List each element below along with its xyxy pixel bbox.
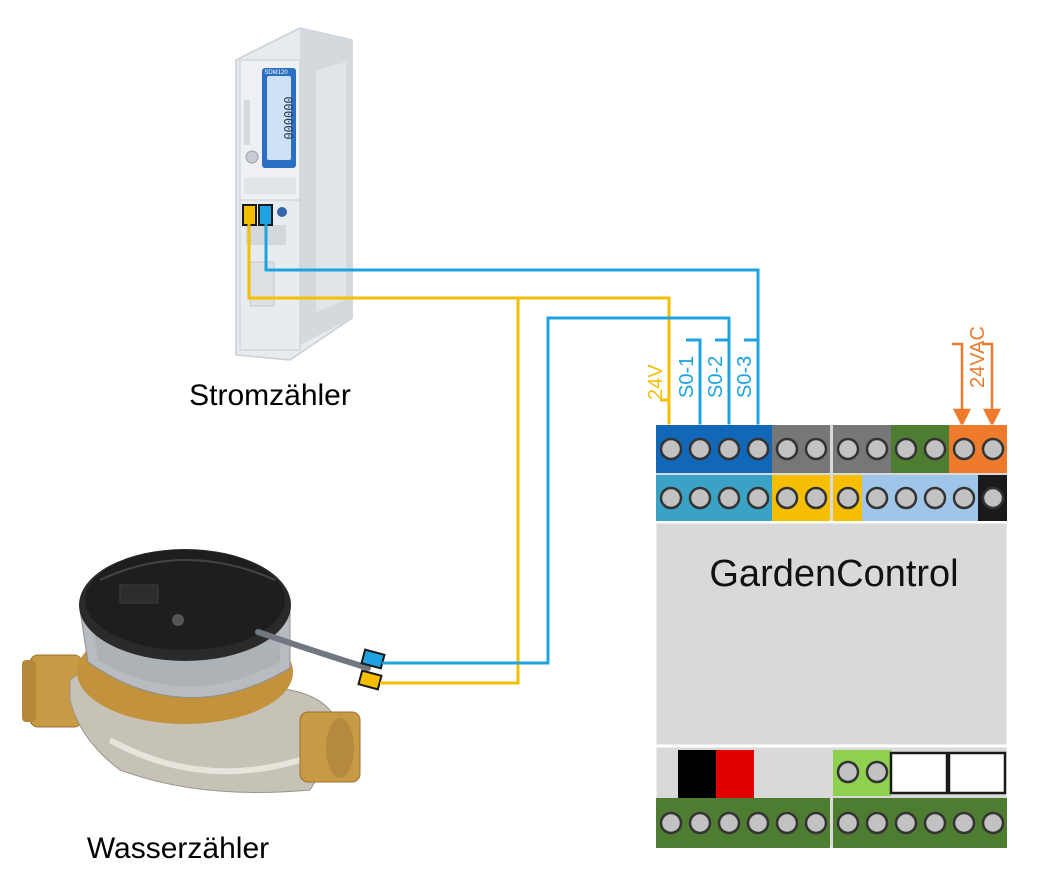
label-s0-1: S0-1 — [676, 356, 698, 398]
gardencontrol-unit: GardenControl — [655, 424, 1008, 849]
label-24vac: 24VAC — [967, 326, 989, 388]
water-meter-image — [22, 549, 386, 793]
terminal-screws-top — [659, 437, 1005, 461]
wire-s0-2 — [382, 316, 731, 665]
label-s0-3: S0-3 — [734, 356, 756, 398]
wire-24v-wasserzaehler — [380, 298, 520, 685]
wire-s0-3 — [264, 222, 760, 490]
label-s0-2: S0-2 — [705, 356, 727, 398]
terminal-screws-bottom-upper — [836, 760, 889, 784]
controller-label: GardenControl — [709, 553, 958, 595]
wire-24v-stromzaehler — [247, 222, 671, 490]
wasserzaehler-label: Wasserzähler — [87, 832, 269, 865]
electricity-meter-image: 000000 SDM120 — [235, 27, 353, 361]
label-24v: 24V — [645, 364, 667, 400]
meter-reading: 000000 — [281, 96, 295, 139]
stromzaehler-label: Stromzähler — [189, 379, 351, 412]
wires-24vac — [952, 342, 1002, 427]
terminal-row-bottom — [656, 798, 1007, 848]
wires — [247, 222, 760, 685]
terminal-screws-middle — [659, 486, 1005, 510]
meter-model-label: SDM120 — [264, 70, 288, 76]
terminal-screws-bottom — [659, 811, 1005, 835]
